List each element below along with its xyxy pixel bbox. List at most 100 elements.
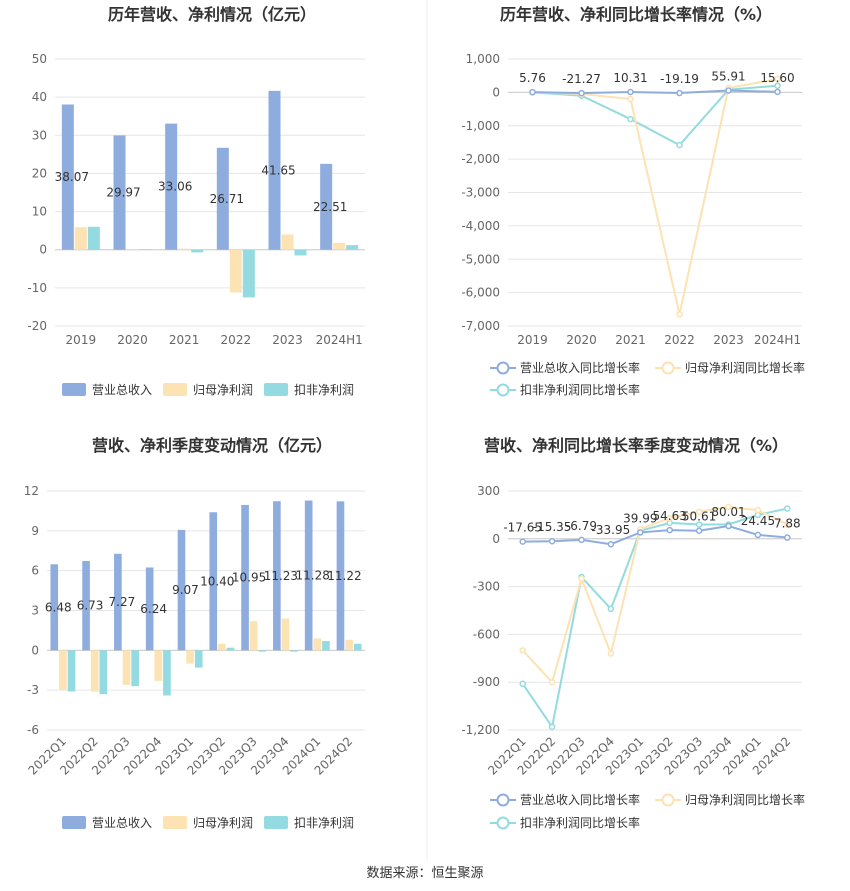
y-tick-label: -7,000 bbox=[461, 319, 500, 333]
legend-label[interactable]: 扣非净利润 bbox=[294, 383, 354, 397]
legend-label[interactable]: 归母净利润 bbox=[193, 816, 253, 830]
legend-swatch[interactable] bbox=[62, 383, 86, 396]
bar-deducted-profit bbox=[353, 643, 362, 651]
legend-marker[interactable] bbox=[496, 361, 510, 375]
chart-quarterly-values: 营收、净利季度变动情况（亿元）-6-30369122022Q12022Q2202… bbox=[24, 436, 365, 830]
data-label: 38.07 bbox=[55, 170, 89, 184]
y-tick-label: -6,000 bbox=[461, 286, 500, 300]
data-label: -33.95 bbox=[592, 523, 631, 537]
legend-label[interactable]: 营业总收入 bbox=[92, 816, 152, 830]
data-label: 41.65 bbox=[261, 163, 295, 177]
data-label: 33.06 bbox=[158, 180, 192, 194]
y-tick-label: -600 bbox=[473, 627, 500, 641]
legend-marker[interactable] bbox=[496, 793, 510, 807]
legend-label[interactable]: 营业总收入 bbox=[92, 383, 152, 397]
data-point bbox=[695, 527, 703, 534]
y-tick-label: 10 bbox=[32, 205, 47, 219]
data-label: 6.48 bbox=[45, 600, 72, 614]
x-tick-label: 2020 bbox=[117, 333, 148, 347]
y-tick-label: -1,000 bbox=[461, 119, 500, 133]
bar-net-profit bbox=[90, 650, 99, 692]
bar-net-profit bbox=[126, 248, 139, 250]
data-label: -6.79 bbox=[566, 519, 597, 533]
data-point bbox=[519, 647, 526, 654]
bar-net-profit bbox=[249, 621, 258, 651]
bar-deducted-profit bbox=[131, 650, 139, 687]
bar-revenue bbox=[50, 564, 59, 651]
data-label: 22.51 bbox=[313, 200, 347, 214]
legend-label[interactable]: 归母净利润同比增长率 bbox=[685, 792, 805, 807]
data-point bbox=[666, 514, 673, 522]
y-tick-label: 20 bbox=[32, 166, 47, 180]
data-point bbox=[695, 521, 703, 528]
data-label: 80.01 bbox=[711, 505, 745, 519]
legend-swatch[interactable] bbox=[62, 816, 86, 829]
data-label: -17.65 bbox=[503, 521, 542, 535]
x-tick-label: 2024H1 bbox=[316, 333, 363, 347]
bar-net-profit bbox=[313, 638, 322, 651]
data-point bbox=[627, 88, 634, 96]
data-point bbox=[676, 311, 683, 318]
x-tick-label: 2019 bbox=[66, 333, 97, 347]
data-label: 7.27 bbox=[109, 595, 136, 609]
data-point bbox=[666, 526, 673, 534]
y-tick-label: 30 bbox=[32, 128, 47, 142]
bar-deducted-profit bbox=[99, 650, 108, 695]
legend-marker[interactable] bbox=[496, 816, 510, 830]
legend-swatch[interactable] bbox=[264, 816, 288, 829]
x-tick-label: 2023 bbox=[272, 333, 303, 347]
data-point bbox=[578, 89, 585, 97]
data-point bbox=[529, 88, 536, 96]
chart-annual-values: 历年营收、净利情况（亿元） -20 -10 0 10 20 30 40 50 2019 2020 20… bbox=[27, 5, 365, 397]
series-line-deducted-profit-growth bbox=[532, 84, 778, 147]
data-label: 15.60 bbox=[760, 71, 794, 85]
bar-revenue bbox=[145, 567, 154, 651]
x-tick-label: 2022 bbox=[221, 333, 252, 347]
data-point bbox=[607, 650, 615, 657]
legend-marker[interactable] bbox=[496, 383, 510, 397]
legend-label[interactable]: 归母净利润 bbox=[193, 383, 253, 397]
data-point bbox=[607, 605, 615, 613]
bar-net-profit bbox=[59, 650, 67, 691]
data-point bbox=[784, 521, 791, 528]
data-point bbox=[578, 536, 585, 544]
data-label: 10.31 bbox=[613, 71, 647, 85]
legend-label[interactable]: 扣非净利润 bbox=[294, 816, 354, 830]
legend-label[interactable]: 营业总收入同比增长率 bbox=[520, 360, 640, 375]
legend-label[interactable]: 扣非净利润同比增长率 bbox=[520, 382, 640, 397]
series-line-revenue-growth bbox=[532, 89, 778, 95]
y-tick-label: -6 bbox=[27, 723, 39, 737]
legend-swatch[interactable] bbox=[163, 383, 187, 396]
bar-net-profit bbox=[281, 234, 294, 250]
data-label: 11.23 bbox=[264, 569, 298, 583]
bar-revenue bbox=[114, 553, 122, 651]
y-tick-label: -4,000 bbox=[461, 219, 500, 233]
bar-revenue bbox=[273, 501, 281, 651]
legend-marker[interactable] bbox=[661, 793, 675, 807]
bar-revenue bbox=[209, 512, 218, 651]
bar-deducted-profit bbox=[290, 650, 298, 652]
legend-label[interactable]: 扣非净利润同比增长率 bbox=[520, 815, 640, 830]
legend-swatch[interactable] bbox=[163, 816, 187, 829]
y-tick-label: 6 bbox=[31, 564, 39, 578]
bar-deducted-profit bbox=[191, 249, 204, 253]
y-tick-label: 3 bbox=[31, 604, 39, 618]
bar-deducted-profit bbox=[194, 650, 203, 668]
data-label: 50.61 bbox=[682, 510, 716, 524]
data-label: 54.63 bbox=[653, 509, 687, 523]
bar-revenue bbox=[82, 560, 90, 651]
y-tick-label: 40 bbox=[32, 90, 47, 104]
bar-net-profit bbox=[186, 650, 194, 664]
data-point bbox=[607, 540, 615, 548]
legend-swatch[interactable] bbox=[264, 383, 288, 396]
legend-label[interactable]: 归母净利润同比增长率 bbox=[685, 360, 805, 375]
bar-revenue bbox=[268, 90, 281, 250]
legend-marker[interactable] bbox=[661, 361, 675, 375]
data-label: 6.73 bbox=[77, 599, 104, 613]
bar-deducted-profit bbox=[242, 249, 255, 298]
x-tick-label: 2023 bbox=[713, 333, 744, 347]
legend-label[interactable]: 营业总收入同比增长率 bbox=[520, 792, 640, 807]
data-label: 11.28 bbox=[295, 568, 329, 582]
